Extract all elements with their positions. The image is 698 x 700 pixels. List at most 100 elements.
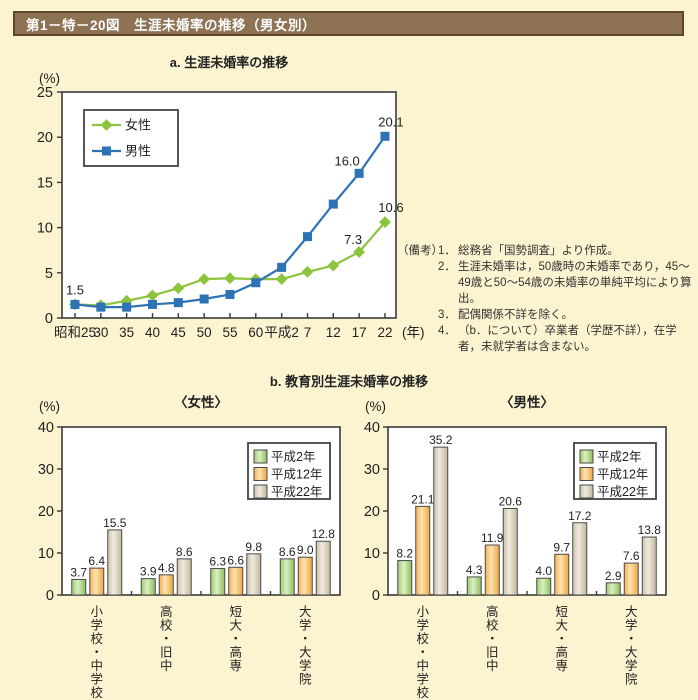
category-label-char: ・ [625,632,638,646]
x-tick-label: 17 [352,325,367,340]
category-label-char: 校 [90,685,103,700]
x-unit-label: (年) [402,325,425,340]
section-b-title: b. 教育別生涯未婚率の推移 [269,374,429,389]
legend-swatch-h12 [253,467,268,481]
bar-h22 [315,540,331,596]
legend-swatch-h12 [579,467,594,481]
notes: （備考） 1． 総務省「国勢調査」より作成。 2． 生涯未婚率は，50歳時の未婚率であ… [397,243,695,355]
category-label-char: 学 [90,618,103,633]
legend-swatch-h22 [579,484,594,499]
category-label-char: ・ [229,632,242,646]
bar-h22 [246,553,262,596]
y-tick-label: 25 [37,85,53,101]
bar-value-label: 9.8 [245,540,262,554]
category-label-char: 学 [416,672,429,687]
category-label-char: ・ [416,646,429,660]
category-label-char: 学 [416,618,429,633]
category-label-char: 高 [160,604,173,619]
legend-box [83,109,179,167]
data-label: 16.0 [334,153,359,168]
category-label-char: ・ [160,632,173,646]
bar-value-label: 3.7 [70,565,87,579]
data-point-female [275,273,288,286]
bar-h12 [484,544,500,596]
bar-h2 [279,558,295,596]
legend-label-h12: 平成12年 [597,468,648,482]
legend-swatch-h2 [253,449,268,464]
bar-h12 [89,567,105,596]
category-label-char: 校 [160,618,173,633]
category-label-char: 小 [416,605,429,619]
y-tick-label: 10 [38,546,54,562]
bar-value-label: 12.8 [312,527,336,541]
category-label-char: 学 [299,618,312,633]
bar-value-label: 9.0 [297,543,314,557]
y-tick-label: 10 [37,221,53,237]
legend-marker-male [102,146,111,156]
note-item: 4． （b．について）卒業者（学歴不詳），在学者，未就学者は含まない。 [438,323,695,355]
y-unit-label: (%) [39,71,60,86]
y-tick-label: 30 [364,462,380,478]
category-label-char: 校 [486,618,499,633]
bar-value-label: 15.5 [103,516,127,530]
note-item: 2． 生涯未婚率は，50歳時の未婚率であり，45～49歳と50～54歳の未婚率の単… [438,259,695,307]
data-point-male [277,262,287,272]
data-point-male [302,232,312,242]
category-label-char: 大 [299,646,312,660]
category-label-char: ・ [555,632,568,646]
category-label-char: 学 [625,658,638,673]
legend-label-h12: 平成12年 [271,468,322,482]
y-tick-label: 40 [364,420,380,436]
bar-h22 [641,536,657,596]
note-number: 1． [438,245,456,257]
data-point-female [198,273,211,286]
category-label-char: 旧 [160,646,173,660]
legend-label-h22: 平成22年 [597,485,648,499]
data-point-female [353,246,366,258]
bar-value-label: 20.6 [499,494,523,508]
chart-subtitle: 〈男性〉 [500,394,554,410]
category-label-char: 中 [160,658,173,673]
x-tick-label: 22 [377,325,392,340]
data-label: 7.3 [344,232,362,247]
y-tick-label: 10 [364,546,380,562]
bar-value-label: 4.8 [158,561,175,575]
series-male [70,131,390,312]
legend-label-h2: 平成2年 [597,450,641,464]
data-point-male [70,299,80,309]
bar-h2 [140,578,156,596]
category-label-char: 校 [90,631,103,646]
bar-value-label: 2.9 [605,569,622,583]
notes-label: （備考） [397,245,443,257]
bar-value-label: 9.7 [553,540,570,554]
legend-label-female: 女性 [125,118,151,133]
bar-value-label: 8.6 [176,545,193,559]
category-label-char: ・ [299,632,312,646]
category-label-char: 学 [625,618,638,633]
y-unit-label: (%) [39,399,60,414]
data-point-female [172,282,185,295]
category-label-char: 大 [229,619,242,633]
bar-h12 [158,574,174,596]
legend-label-h2: 平成2年 [271,450,315,464]
data-label: 1.5 [66,282,84,297]
y-unit-label: (%) [365,399,386,414]
category-label-char: 高 [555,645,568,660]
bar-h2 [466,576,482,596]
bar-value-label: 17.2 [568,509,592,523]
note-number: 3． [438,309,456,321]
bar-value-label: 8.6 [279,545,296,559]
bar-h22 [433,446,449,596]
data-point-male [199,294,209,304]
chart-subtitle: 〈女性〉 [174,394,228,410]
x-tick-label: 7 [304,325,312,340]
category-label-char: 大 [625,646,638,660]
data-label: 10.6 [378,200,403,215]
data-point-female [379,216,391,229]
bar-value-label: 8.2 [396,547,413,561]
data-point-male [380,131,390,141]
